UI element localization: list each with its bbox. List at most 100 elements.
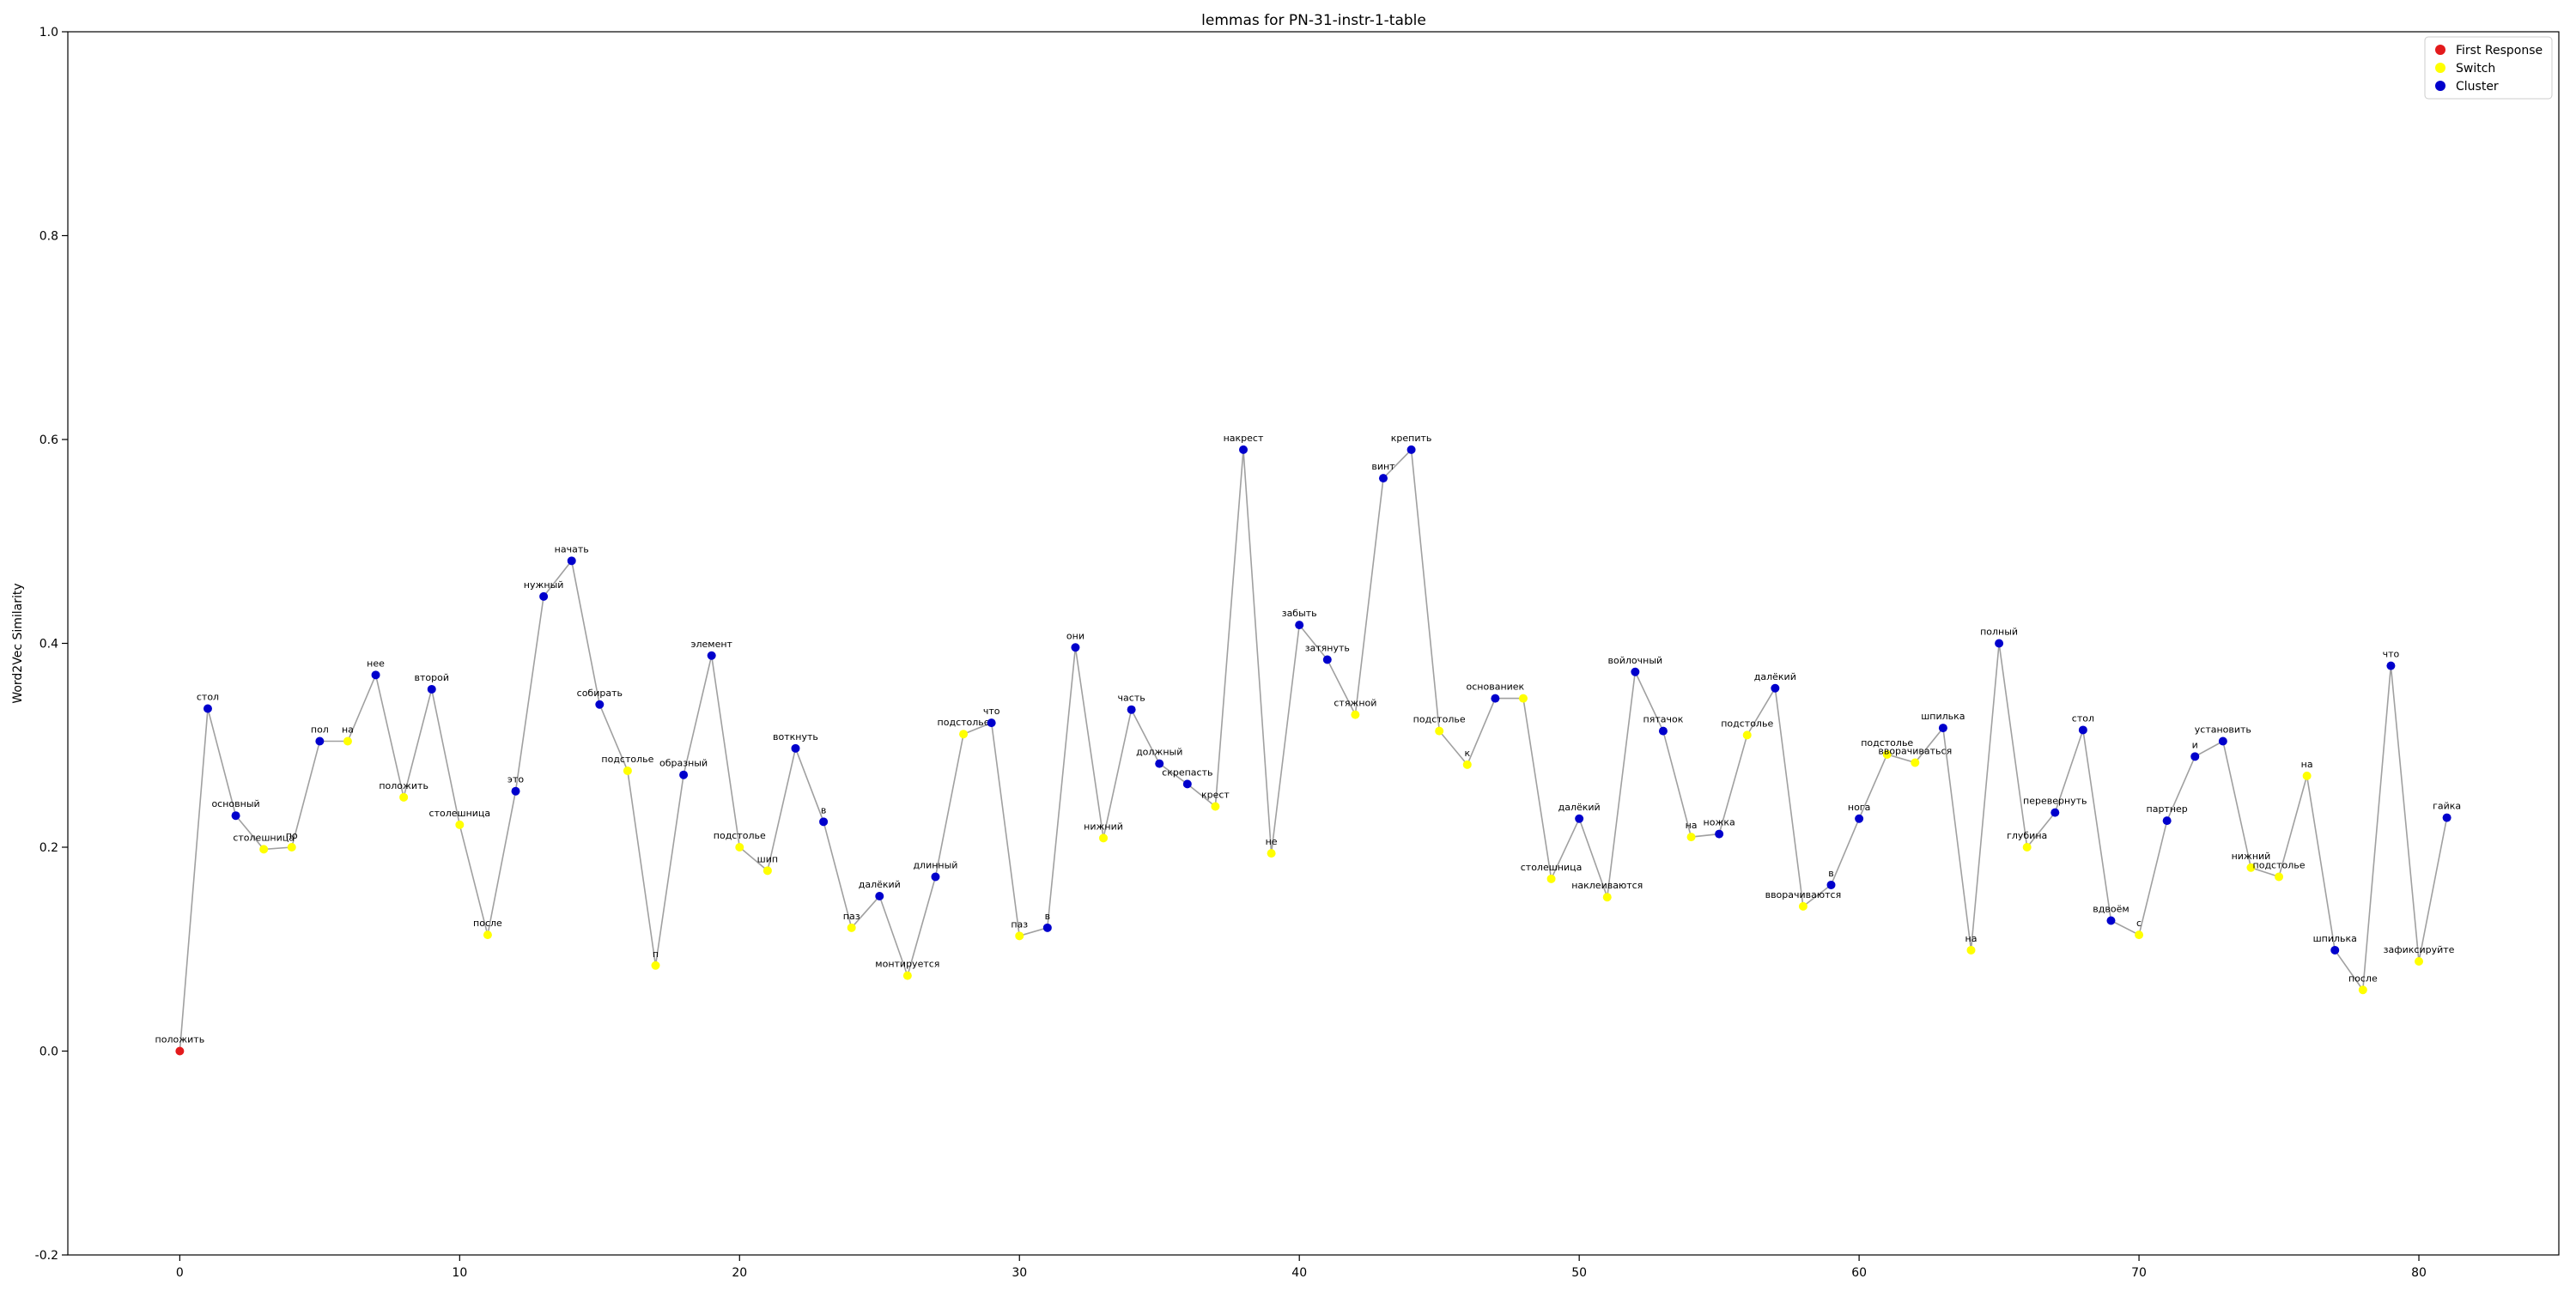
data-point bbox=[343, 736, 352, 746]
data-point bbox=[2050, 808, 2060, 817]
point-label: на bbox=[1686, 820, 1698, 831]
data-point bbox=[1295, 621, 1304, 630]
point-label: нее bbox=[367, 658, 385, 669]
point-label: крепить bbox=[1391, 433, 1432, 444]
legend-label: Switch bbox=[2456, 62, 2495, 76]
data-point bbox=[1015, 931, 1024, 941]
point-label: стол bbox=[2072, 712, 2094, 724]
data-point bbox=[2246, 863, 2256, 872]
point-label: глубина bbox=[2007, 830, 2047, 841]
data-point bbox=[902, 971, 912, 980]
point-label: подстолье bbox=[2253, 859, 2306, 870]
data-point bbox=[1155, 759, 1164, 768]
y-tick-label: 1.0 bbox=[39, 26, 58, 39]
data-point bbox=[203, 704, 212, 713]
data-point bbox=[1658, 726, 1668, 736]
point-label: паз bbox=[843, 911, 860, 922]
point-label: вдвоём bbox=[2093, 904, 2129, 915]
data-point bbox=[2415, 957, 2424, 966]
data-point bbox=[1267, 849, 1276, 858]
legend-label: Cluster bbox=[2456, 80, 2499, 94]
point-label: далёкий bbox=[859, 879, 901, 890]
point-label: подстолье bbox=[1721, 718, 1773, 729]
point-label: по bbox=[286, 830, 298, 841]
point-label: образный bbox=[659, 758, 708, 769]
y-tick-label: 0.8 bbox=[39, 230, 58, 244]
point-label: крест bbox=[1201, 790, 1230, 801]
data-point bbox=[2386, 661, 2396, 670]
point-label: нижний bbox=[2232, 851, 2271, 862]
x-tick-label: 10 bbox=[452, 1266, 467, 1280]
point-label: накрест bbox=[1224, 433, 1264, 444]
point-label: не bbox=[1266, 836, 1278, 847]
x-tick-label: 80 bbox=[2411, 1266, 2427, 1280]
y-tick-label: 0.2 bbox=[39, 841, 58, 855]
point-label: основный bbox=[211, 798, 259, 809]
x-tick-label: 20 bbox=[732, 1266, 747, 1280]
point-label: войлочный bbox=[1608, 655, 1663, 666]
point-label: элемент bbox=[690, 639, 732, 650]
data-point bbox=[539, 591, 549, 601]
point-label: гайка bbox=[2433, 801, 2461, 812]
point-label: стол bbox=[197, 692, 219, 703]
data-point bbox=[2442, 813, 2451, 822]
point-label: пятачок bbox=[1643, 714, 1684, 725]
legend: First Response Switch Cluster bbox=[2424, 36, 2553, 100]
point-label: полный bbox=[1980, 627, 2018, 638]
data-point bbox=[1631, 667, 1640, 676]
point-label: нога bbox=[1848, 802, 1870, 813]
data-point bbox=[567, 556, 576, 566]
data-point bbox=[1938, 724, 1947, 733]
point-label: вворачиваться bbox=[1878, 745, 1952, 756]
data-point bbox=[1406, 445, 1416, 454]
x-tick-label: 40 bbox=[1291, 1266, 1307, 1280]
data-point bbox=[651, 961, 660, 970]
data-point bbox=[595, 700, 605, 709]
point-label: нижний bbox=[1084, 821, 1123, 832]
data-point bbox=[511, 786, 520, 796]
point-label: что bbox=[983, 706, 1000, 717]
point-label: перевернуть bbox=[2023, 796, 2087, 807]
point-label: монтируется bbox=[875, 959, 939, 970]
data-point bbox=[1127, 705, 1136, 714]
point-label: на bbox=[2301, 759, 2313, 770]
data-point bbox=[427, 684, 436, 694]
point-label: шип bbox=[757, 853, 778, 864]
y-tick-label: -0.2 bbox=[35, 1249, 58, 1263]
point-label: подстолье bbox=[1413, 714, 1466, 725]
x-tick-label: 70 bbox=[2131, 1266, 2147, 1280]
point-label: положить bbox=[155, 1034, 205, 1046]
point-label: воткнуть bbox=[773, 731, 818, 742]
point-label: далёкий bbox=[1754, 671, 1796, 682]
data-point bbox=[791, 743, 800, 753]
point-label: затянуть bbox=[1305, 643, 1350, 654]
y-tick-label: 0.6 bbox=[39, 433, 58, 447]
data-point bbox=[231, 811, 240, 821]
point-label: п bbox=[653, 949, 659, 960]
point-label: часть bbox=[1118, 693, 1145, 704]
point-label: что bbox=[2383, 649, 2400, 660]
data-point bbox=[707, 651, 716, 660]
data-point bbox=[1715, 829, 1724, 839]
point-label: установить bbox=[2195, 724, 2251, 736]
data-point bbox=[1071, 643, 1080, 652]
y-axis-title: Word2Vec Similarity bbox=[11, 583, 25, 703]
data-point bbox=[1378, 474, 1388, 483]
legend-box bbox=[2424, 36, 2553, 100]
data-point bbox=[2190, 752, 2200, 761]
data-point bbox=[1966, 945, 1976, 955]
point-label: винт bbox=[1371, 461, 1395, 472]
data-point bbox=[1435, 726, 1444, 736]
point-label: столешница bbox=[233, 832, 295, 843]
point-label: ножка bbox=[1704, 817, 1735, 828]
data-point bbox=[679, 770, 689, 779]
point-label: после bbox=[473, 918, 502, 929]
point-label: это bbox=[507, 774, 524, 785]
data-point bbox=[287, 843, 296, 852]
data-point bbox=[1686, 833, 1696, 842]
data-point bbox=[2162, 816, 2172, 826]
data-point bbox=[1491, 694, 1500, 703]
data-point bbox=[1771, 683, 1780, 693]
data-point bbox=[175, 1046, 185, 1056]
